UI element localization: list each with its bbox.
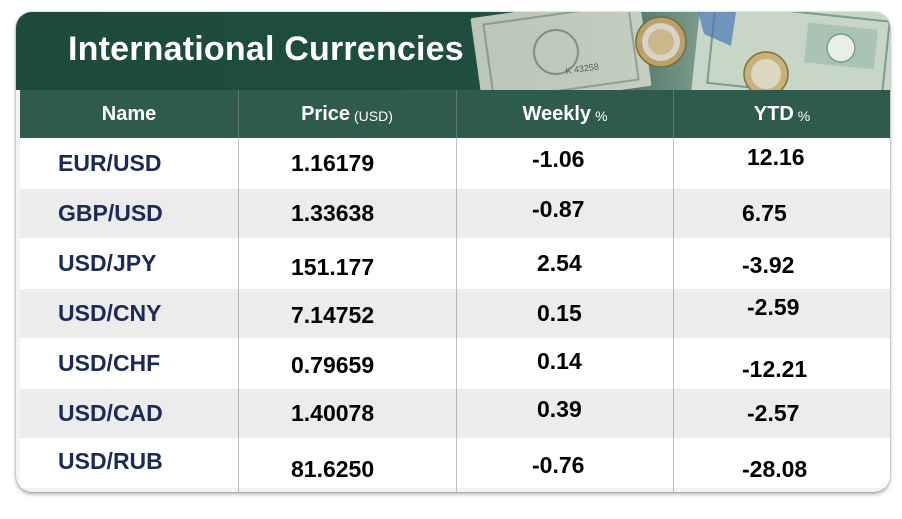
row-name: USD/RUB [58, 448, 163, 474]
column-divider [238, 90, 239, 492]
header-ytd: YTD % [674, 90, 890, 138]
row-ytd: 12.16 [747, 144, 805, 170]
row-weekly: 0.39 [537, 396, 582, 422]
row-ytd: -28.08 [742, 456, 808, 482]
header-name: Name [20, 90, 238, 138]
row-ytd: -2.57 [747, 400, 800, 426]
row-name: USD/CAD [58, 400, 163, 426]
row-ytd: -2.59 [747, 294, 800, 320]
row-name: USD/JPY [58, 250, 157, 276]
table-row: USD/RUB 81.6250 -0.76 -28.08 [20, 438, 890, 488]
row-name: EUR/USD [58, 150, 162, 176]
column-divider [673, 90, 674, 492]
row-name: GBP/USD [58, 200, 163, 226]
header-ytd-unit: % [797, 108, 811, 124]
header-price-label: Price [301, 102, 351, 125]
row-price: 7.14752 [291, 302, 375, 328]
table-header: Name Price (USD) Weekly % YTD % [20, 90, 890, 138]
row-weekly: 0.15 [537, 300, 582, 326]
header-price: Price (USD) [238, 90, 456, 138]
header-weekly: Weekly % [456, 90, 674, 138]
row-price: 151.177 [291, 254, 375, 280]
title-banner: K 43258 [16, 12, 890, 90]
table-row: EUR/USD 1.16179 -1.06 12.16 [20, 138, 890, 188]
table-row: USD/CAD 1.40078 0.39 -2.57 [20, 388, 890, 438]
header-weekly-label: Weekly [522, 102, 592, 125]
column-divider [456, 90, 457, 492]
header-ytd-label: YTD [753, 102, 794, 125]
currency-table-card: K 43258 [16, 12, 890, 492]
page-title: International Currencies [68, 30, 464, 68]
table-row: USD/CHF 0.79659 0.14 -12.21 [20, 338, 890, 388]
row-name: USD/CNY [58, 300, 162, 326]
row-price: 0.79659 [291, 352, 375, 378]
table-row: USD/CNY 7.14752 0.15 -2.59 [20, 288, 890, 338]
header-name-label: Name [101, 102, 157, 125]
currency-notes-and-coins-image: K 43258 [446, 12, 890, 90]
header-price-unit: (USD) [354, 108, 393, 124]
row-weekly: -1.06 [532, 146, 585, 172]
row-weekly: 2.54 [537, 250, 582, 276]
row-price: 1.16179 [291, 150, 375, 176]
table-row: GBP/USD 1.33638 -0.87 6.75 [20, 188, 890, 238]
row-price: 1.33638 [291, 200, 375, 226]
row-ytd: -3.92 [742, 252, 795, 278]
header-weekly-unit: % [595, 108, 608, 124]
svg-text:K 43258: K 43258 [565, 61, 600, 76]
row-weekly: -0.76 [532, 452, 585, 478]
row-name: USD/CHF [58, 350, 161, 376]
row-price: 81.6250 [291, 456, 375, 482]
table-row: USD/JPY 151.177 2.54 -3.92 [20, 238, 890, 288]
row-ytd: 6.75 [742, 200, 787, 226]
row-weekly: -0.87 [532, 196, 585, 222]
row-ytd: -12.21 [742, 356, 808, 382]
row-weekly: 0.14 [537, 348, 582, 374]
table-body: EUR/USD 1.16179 -1.06 12.16 GBP/USD 1.33… [20, 138, 890, 488]
row-price: 1.40078 [291, 400, 375, 426]
